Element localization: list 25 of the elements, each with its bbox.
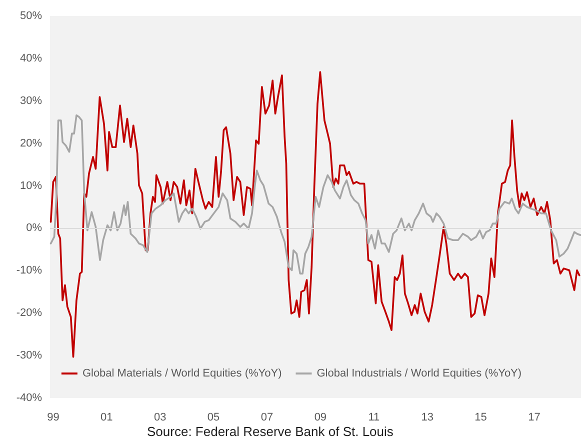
y-tick-label: 30% bbox=[20, 94, 42, 107]
legend-label: Global Materials / World Equities (%YoY) bbox=[82, 368, 282, 380]
y-tick-label: 50% bbox=[20, 10, 42, 22]
y-tick-label: -40% bbox=[16, 392, 42, 404]
y-tick-label: -30% bbox=[16, 350, 42, 362]
y-tick-label: 0% bbox=[26, 222, 42, 234]
y-tick-label: 20% bbox=[20, 137, 42, 150]
x-tick-label: 11 bbox=[368, 412, 380, 424]
x-tick-label: 07 bbox=[260, 412, 274, 424]
x-tick-label: 17 bbox=[528, 412, 540, 424]
y-tick-label: 10% bbox=[20, 180, 42, 192]
line-series bbox=[50, 71, 580, 358]
x-tick-label: 99 bbox=[47, 412, 60, 424]
legend-label: Global Industrials / World Equities (%YoY) bbox=[316, 368, 522, 380]
y-tick-label: -10% bbox=[16, 264, 42, 277]
y-tick-label: 40% bbox=[20, 52, 42, 64]
x-tick-label: 05 bbox=[207, 412, 220, 424]
x-tick-label: 03 bbox=[154, 412, 166, 424]
source-note: Source: Federal Reserve Bank of St. Louis bbox=[147, 424, 394, 439]
line-series bbox=[50, 114, 582, 275]
x-tick-label: 01 bbox=[100, 412, 113, 424]
x-tick-label: 15 bbox=[474, 412, 487, 424]
y-tick-label: -20% bbox=[16, 307, 42, 320]
x-tick-label: 09 bbox=[314, 412, 327, 424]
x-tick-label: 13 bbox=[421, 412, 434, 424]
